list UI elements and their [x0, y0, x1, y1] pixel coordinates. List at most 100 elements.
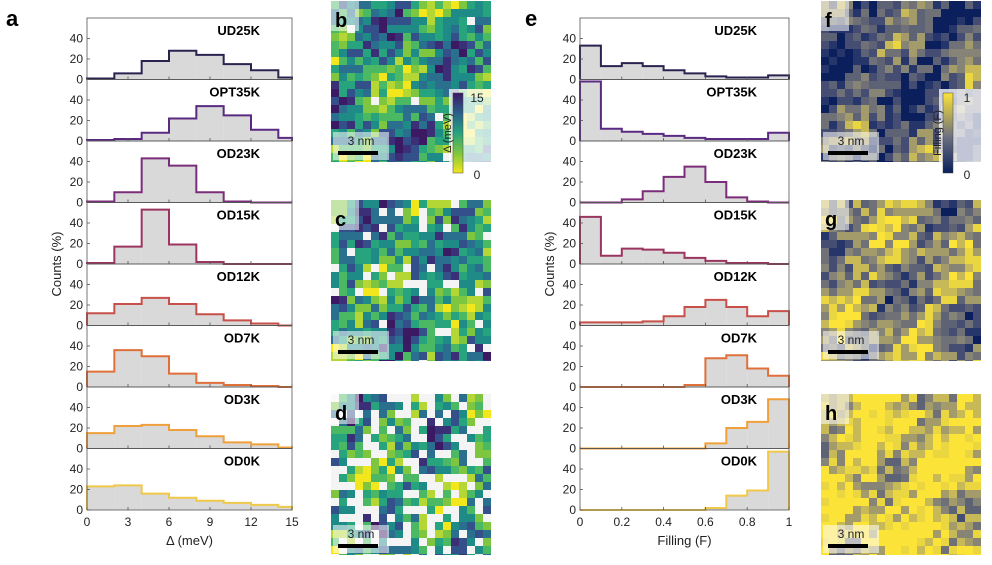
map-cell — [347, 312, 355, 320]
map-cell — [861, 288, 869, 296]
map-cell — [925, 224, 933, 232]
map-cell — [941, 41, 949, 49]
map-cell — [933, 336, 941, 344]
map-cell — [379, 256, 387, 264]
map-cell — [451, 506, 459, 514]
map-cell — [467, 248, 475, 256]
hist-bar — [726, 307, 748, 326]
map-cell — [467, 81, 475, 89]
map-cell — [411, 434, 419, 442]
map-cell — [387, 73, 395, 81]
map-cell — [339, 554, 347, 555]
map-cell — [845, 81, 853, 89]
map-cell — [435, 256, 443, 264]
map-cell — [435, 288, 443, 296]
map-cell — [371, 73, 379, 81]
map-cell — [957, 288, 965, 296]
map-cell — [355, 360, 363, 361]
map-cell — [387, 466, 395, 474]
map-cell — [483, 41, 491, 49]
hist-bar — [663, 70, 685, 80]
map-cell — [949, 538, 957, 546]
map-cell — [845, 49, 853, 57]
map-cell — [861, 296, 869, 304]
hist-bar — [141, 297, 169, 326]
map-cell — [877, 65, 885, 73]
map-cell — [419, 113, 427, 121]
scale-bar-text: 3 nm — [838, 333, 865, 347]
map-cell — [387, 33, 395, 41]
map-cell — [459, 312, 467, 320]
map-cell — [347, 280, 355, 288]
map-cell — [965, 514, 973, 522]
map-cell — [467, 506, 475, 514]
map-cell — [933, 538, 941, 546]
map-cell — [861, 442, 869, 450]
hist-bar — [169, 303, 197, 326]
map-cell — [877, 522, 885, 530]
map-cell — [395, 17, 403, 25]
map-cell — [467, 256, 475, 264]
map-cell — [965, 65, 973, 73]
map-cell — [475, 554, 483, 555]
map-cell — [941, 418, 949, 426]
y-tick-label: 20 — [563, 52, 577, 66]
map-cell — [885, 1, 893, 9]
hist-bar — [196, 436, 224, 449]
map-cell — [411, 288, 419, 296]
map-cell — [427, 161, 435, 162]
map-cell — [869, 320, 877, 328]
map-cell — [893, 9, 901, 17]
map-cell — [395, 402, 403, 410]
map-cell — [957, 320, 965, 328]
map-cell — [933, 530, 941, 538]
map-cell — [901, 25, 909, 33]
map-cell — [371, 33, 379, 41]
map-cell — [371, 89, 379, 97]
map-cell — [371, 514, 379, 522]
map-cell — [451, 434, 459, 442]
map-cell — [483, 65, 491, 73]
map-cell — [869, 240, 877, 248]
map-cell — [829, 450, 837, 458]
map-cell — [419, 458, 427, 466]
map-cell — [957, 256, 965, 264]
map-cell — [403, 296, 411, 304]
map-cell — [861, 410, 869, 418]
map-cell — [845, 264, 853, 272]
map-cell — [861, 272, 869, 280]
series-name: OD15K — [714, 208, 758, 223]
map-cell — [965, 256, 973, 264]
map-cell — [435, 280, 443, 288]
map-cell — [475, 200, 483, 208]
map-cell — [363, 426, 371, 434]
map-cell — [925, 538, 933, 546]
scale-bar-box — [823, 331, 879, 359]
map-cell — [885, 216, 893, 224]
map-cell — [427, 65, 435, 73]
map-cell — [853, 474, 861, 482]
map-cell — [451, 41, 459, 49]
map-cell — [877, 121, 885, 129]
map-cell — [387, 336, 395, 344]
map-cell — [885, 200, 893, 208]
map-cell — [829, 57, 837, 65]
map-cell — [877, 224, 885, 232]
map-cell — [941, 57, 949, 65]
hist-bar — [580, 216, 601, 264]
series-name: OD7K — [721, 331, 758, 346]
map-cell — [853, 65, 861, 73]
map-cell — [869, 506, 877, 514]
map-cell — [387, 216, 395, 224]
map-cell — [829, 41, 837, 49]
map-cell — [443, 490, 451, 498]
map-cell — [917, 280, 925, 288]
map-cell — [451, 482, 459, 490]
map-cell — [355, 264, 363, 272]
map-cell — [925, 272, 933, 280]
map-cell — [829, 482, 837, 490]
map-cell — [443, 514, 451, 522]
map-cell — [877, 73, 885, 81]
map-cell — [877, 33, 885, 41]
map-cell — [403, 33, 411, 41]
